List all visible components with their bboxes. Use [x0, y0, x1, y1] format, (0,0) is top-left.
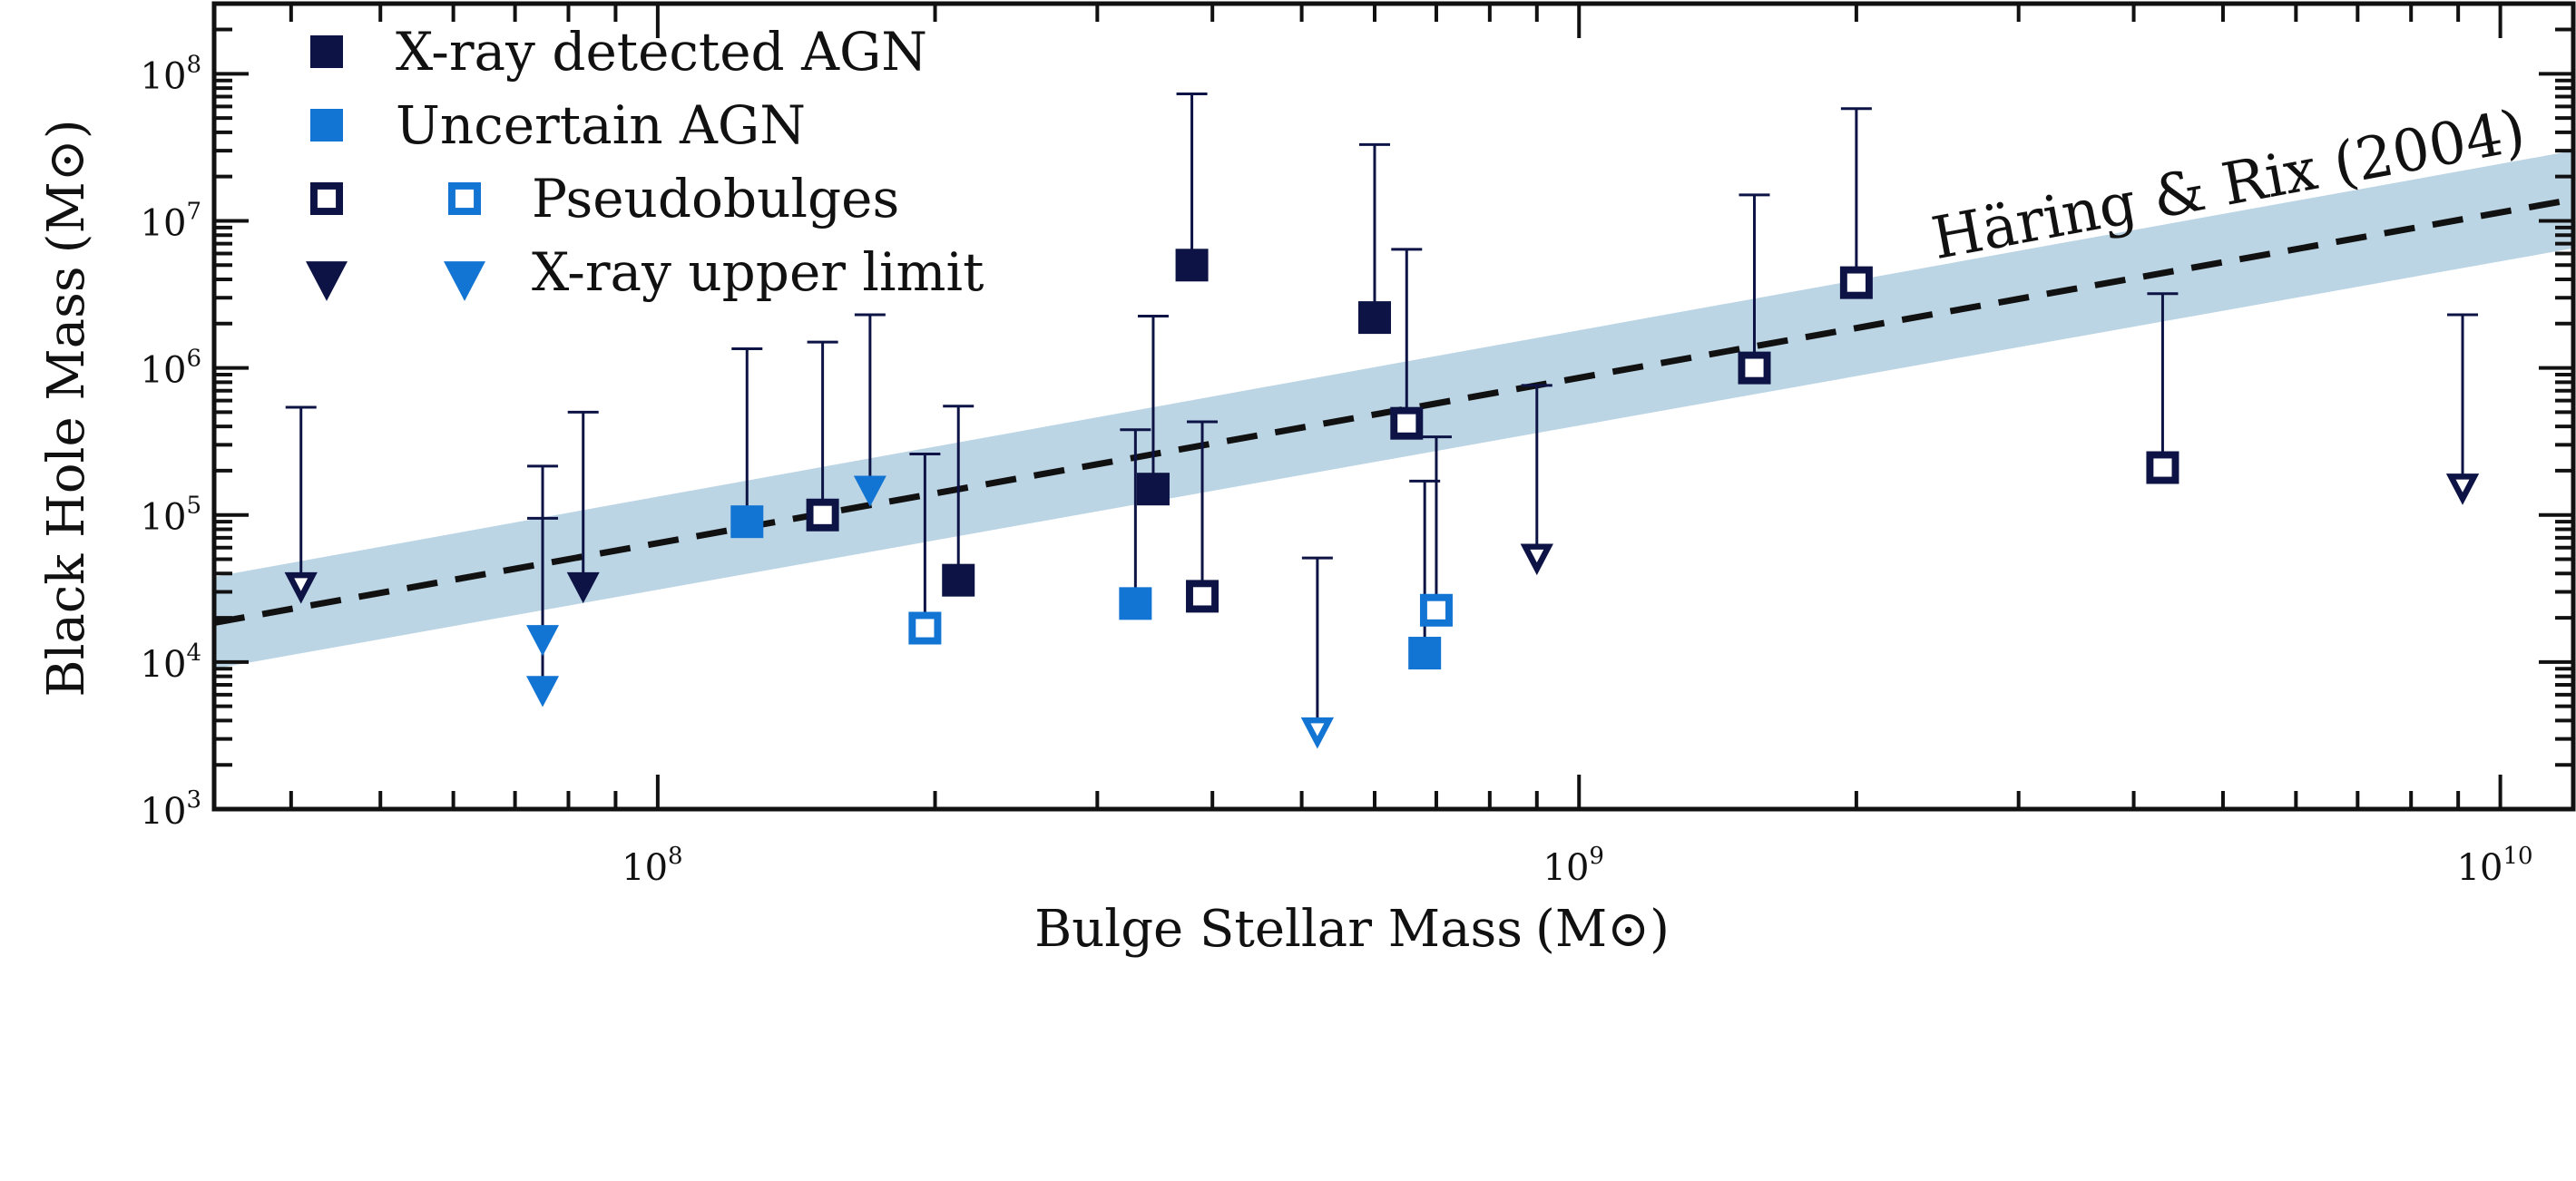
legend-label: X-ray detected AGN	[396, 21, 927, 83]
legend: X-ray detected AGN Uncertain AGN Pseudobul…	[306, 21, 984, 303]
data-point-13	[1186, 580, 1219, 613]
data-point-18	[1419, 593, 1453, 627]
marker-layer	[284, 249, 2480, 749]
data-point-16	[1390, 406, 1424, 440]
data-point-22	[2146, 451, 2179, 484]
data-point-8	[908, 611, 942, 645]
data-point-6	[806, 498, 839, 532]
data-point-7	[853, 475, 886, 507]
legend-entry-3: Pseudobulges	[309, 168, 899, 229]
axis-ticks	[214, 2, 2573, 811]
legend-entry-1: X-ray detected AGN	[310, 21, 927, 83]
data-point-23	[2445, 473, 2480, 505]
y-tick-label-4: 104	[141, 639, 201, 686]
data-point-5	[730, 505, 764, 539]
y-tick-label-8: 108	[141, 51, 201, 97]
data-point-4	[566, 571, 600, 604]
data-point-19	[1520, 543, 1553, 576]
x-axis-title: Bulge Stellar Mass (M⊙)	[1034, 900, 1670, 959]
data-point-12	[1175, 249, 1209, 282]
data-point-3	[526, 676, 560, 708]
data-point-2	[526, 625, 560, 657]
y-tick-label-3: 103	[141, 786, 201, 833]
legend-marker-light	[444, 261, 485, 301]
y-axis-title: Black Hole Mass (M⊙)	[37, 119, 96, 697]
x-axis-title-text: Bulge Stellar Mass	[1034, 900, 1523, 959]
legend-label: Pseudobulges	[532, 168, 899, 229]
legend-label: Uncertain AGN	[396, 94, 806, 156]
legend-marker-light	[447, 182, 481, 216]
legend-marker	[310, 109, 343, 142]
errorbar-layer	[285, 93, 2479, 733]
legend-label: X-ray upper limit	[532, 241, 984, 303]
x-tick-label-9: 109	[1543, 843, 1604, 889]
x-axis-title-unit: (M⊙)	[1535, 900, 1670, 959]
legend-marker-dark	[309, 182, 343, 216]
tick-labels: 108 109 1010 103 104 105 106 107 108	[141, 51, 2533, 889]
data-point-14	[1300, 717, 1335, 749]
y-tick-label-5: 105	[141, 493, 201, 539]
data-point-17	[1408, 637, 1442, 670]
legend-entry-2: Uncertain AGN	[310, 94, 806, 156]
y-tick-label-7: 107	[141, 198, 201, 244]
y-axis-title-unit: (M⊙)	[37, 119, 96, 253]
data-point-10	[1119, 587, 1152, 620]
x-tick-label-10: 1010	[2457, 843, 2533, 889]
data-point-11	[1136, 473, 1170, 506]
data-point-9	[942, 563, 975, 597]
data-point-15	[1357, 301, 1391, 335]
y-axis-title-text: Black Hole Mass	[37, 266, 96, 697]
legend-marker	[310, 35, 343, 68]
legend-entry-4: X-ray upper limit	[306, 241, 984, 303]
data-point-20	[1738, 351, 1771, 385]
legend-marker-dark	[306, 261, 348, 301]
data-point-1	[284, 571, 318, 604]
plot-frame	[211, 1, 2576, 812]
y-tick-label-6: 106	[141, 346, 201, 392]
x-tick-label-8: 108	[622, 843, 682, 889]
data-point-21	[1839, 266, 1873, 299]
